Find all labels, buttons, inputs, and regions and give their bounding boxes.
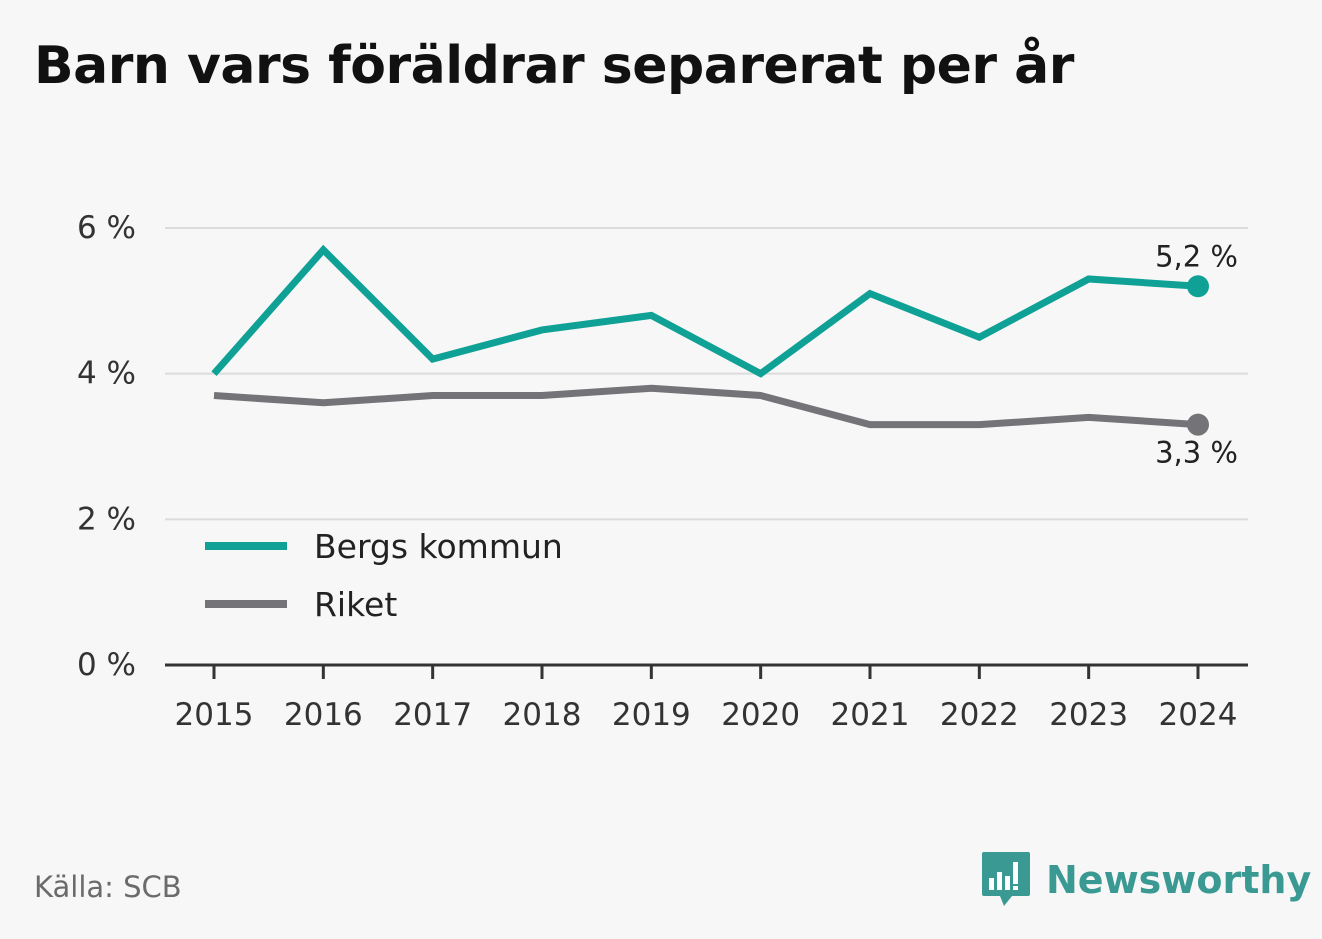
legend-label: Bergs kommun bbox=[314, 527, 563, 566]
y-tick-label: 6 % bbox=[77, 210, 136, 246]
brand-name: Newsworthy bbox=[1046, 858, 1312, 902]
series-end-marker bbox=[1187, 275, 1209, 298]
chart-title: Barn vars föräldrar separerat per år bbox=[34, 36, 1074, 96]
series-end-marker bbox=[1187, 413, 1209, 436]
series-line-0 bbox=[211, 244, 1199, 378]
x-tick-label: 2020 bbox=[721, 697, 800, 733]
x-tick-label: 2019 bbox=[612, 697, 691, 733]
x-tick-label: 2024 bbox=[1159, 697, 1238, 733]
y-tick-label: 4 % bbox=[77, 356, 136, 392]
y-tick-label: 2 % bbox=[77, 501, 136, 537]
end-value-label: 5,2 % bbox=[1155, 239, 1238, 273]
x-tick-label: 2022 bbox=[940, 697, 1019, 733]
newsworthy-logo: Newsworthy bbox=[980, 848, 1311, 912]
series-lines bbox=[211, 244, 1209, 436]
legend-background bbox=[190, 521, 598, 636]
end-value-label: 3,3 % bbox=[1155, 436, 1238, 470]
end-labels: 5,2 % 3,3 % bbox=[1155, 239, 1238, 469]
y-tick-label: 0 % bbox=[77, 647, 136, 683]
x-tick-label: 2015 bbox=[175, 697, 254, 733]
series-line-1 bbox=[213, 384, 1199, 429]
legend: Bergs kommun Riket bbox=[190, 521, 598, 636]
x-axis: 2015 2016 2017 2018 2019 2020 2021 2022 2023 2024 bbox=[165, 663, 1248, 733]
x-tick-label: 2016 bbox=[284, 697, 363, 733]
x-tick-label: 2018 bbox=[503, 697, 582, 733]
y-axis-ticks: 0 % 2 % 4 % 6 % bbox=[77, 210, 136, 683]
source-note: Källa: SCB bbox=[34, 870, 182, 904]
x-tick-label: 2017 bbox=[393, 697, 472, 733]
x-tick-label: 2021 bbox=[831, 697, 910, 733]
legend-label: Riket bbox=[314, 585, 397, 624]
gridlines bbox=[165, 227, 1248, 521]
x-tick-label: 2023 bbox=[1049, 697, 1128, 733]
bar-chart-icon bbox=[982, 852, 1030, 906]
